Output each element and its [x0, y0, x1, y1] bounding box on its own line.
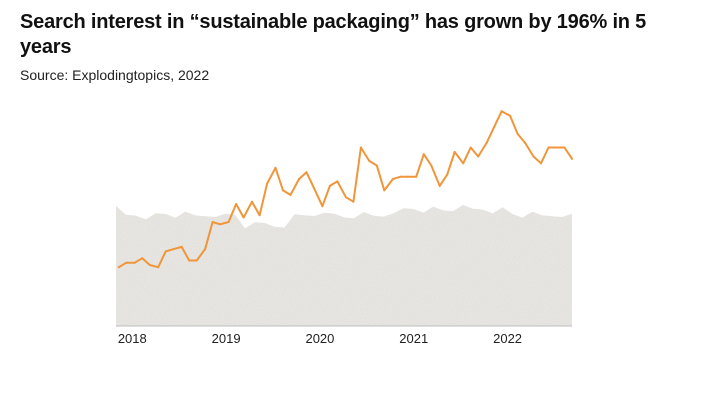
data-point: [430, 164, 433, 167]
data-point: [164, 250, 167, 253]
data-point: [180, 245, 183, 248]
data-point: [368, 160, 371, 162]
data-point: [446, 173, 449, 176]
data-point: [493, 126, 496, 129]
data-point: [274, 166, 277, 169]
data-point: [251, 200, 253, 203]
data-point: [399, 175, 402, 178]
data-point: [516, 132, 519, 135]
data-point: [375, 164, 378, 167]
data-point: [391, 178, 394, 181]
data-point: [298, 178, 300, 181]
chart-subtitle: Source: Explodingtopics, 2022: [20, 67, 210, 83]
data-point: [148, 264, 151, 266]
data-point: [556, 146, 558, 149]
data-point: [383, 189, 386, 192]
data-point: [406, 175, 409, 178]
data-point: [540, 162, 542, 165]
data-point: [157, 266, 160, 269]
data-point: [305, 171, 308, 174]
data-point: [289, 193, 292, 196]
data-point: [313, 187, 315, 190]
data-point: [211, 221, 214, 223]
data-point: [117, 266, 120, 269]
data-point: [258, 214, 261, 217]
data-point: [547, 146, 550, 149]
data-point: [422, 153, 425, 156]
series-points: [117, 110, 573, 269]
data-point: [500, 110, 503, 113]
data-point: [344, 196, 347, 199]
data-point: [532, 155, 535, 158]
x-axis: 2018 2019 2020 2021 2022: [118, 331, 522, 346]
data-point: [125, 261, 128, 264]
data-point: [172, 248, 175, 251]
data-point: [477, 155, 480, 158]
data-point: [469, 146, 472, 149]
data-point: [321, 205, 324, 208]
chart-title: Search interest in “sustainable packagin…: [20, 11, 647, 58]
data-point: [563, 146, 566, 149]
data-point: [133, 261, 136, 264]
x-tick-label-2018: 2018: [118, 331, 147, 346]
data-point: [359, 146, 362, 149]
data-point: [438, 184, 441, 187]
data-point: [453, 151, 456, 153]
x-tick-label-2022: 2022: [493, 331, 522, 346]
data-point: [188, 259, 191, 262]
background-texture-area: [116, 205, 572, 326]
data-point: [266, 182, 269, 185]
data-point: [509, 114, 512, 117]
data-point: [227, 221, 230, 223]
data-point: [352, 200, 355, 203]
data-point: [485, 141, 488, 144]
data-point: [235, 203, 238, 205]
data-point: [415, 175, 418, 178]
data-point: [141, 257, 144, 260]
data-point: [336, 180, 339, 183]
data-point: [571, 157, 573, 160]
x-tick-label-2021: 2021: [399, 331, 428, 346]
data-point: [282, 189, 284, 192]
x-tick-label-2019: 2019: [212, 331, 241, 346]
data-point: [204, 248, 207, 251]
data-point: [328, 184, 331, 187]
x-tick-label-2020: 2020: [305, 331, 334, 346]
data-point: [242, 216, 245, 219]
data-point: [195, 259, 198, 262]
data-point: [219, 223, 222, 226]
data-point: [524, 141, 527, 144]
data-point: [462, 162, 465, 165]
